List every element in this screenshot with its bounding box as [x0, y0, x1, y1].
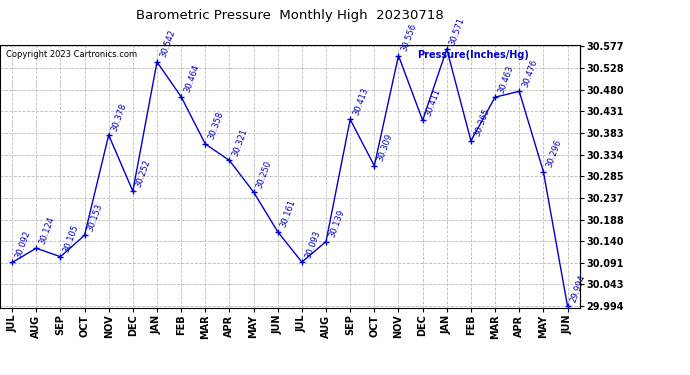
- Text: 30.378: 30.378: [110, 102, 128, 132]
- Text: 30.250: 30.250: [255, 159, 273, 189]
- Text: 29.994: 29.994: [569, 273, 587, 303]
- Text: 30.321: 30.321: [231, 127, 249, 158]
- Text: 30.463: 30.463: [497, 64, 515, 94]
- Text: Copyright 2023 Cartronics.com: Copyright 2023 Cartronics.com: [6, 50, 137, 59]
- Text: 30.476: 30.476: [521, 58, 539, 88]
- Text: 30.411: 30.411: [424, 87, 442, 117]
- Text: 30.556: 30.556: [400, 22, 418, 53]
- Text: 30.571: 30.571: [448, 16, 466, 46]
- Text: 30.296: 30.296: [545, 138, 563, 169]
- Text: Pressure(Inches/Hg): Pressure(Inches/Hg): [417, 50, 529, 60]
- Text: 30.252: 30.252: [135, 158, 152, 188]
- Text: 30.139: 30.139: [328, 209, 346, 239]
- Text: 30.358: 30.358: [207, 111, 225, 141]
- Text: 30.124: 30.124: [38, 215, 56, 246]
- Text: 30.365: 30.365: [473, 108, 491, 138]
- Text: 30.161: 30.161: [279, 198, 297, 229]
- Text: 30.309: 30.309: [376, 132, 394, 163]
- Text: 30.093: 30.093: [304, 229, 322, 259]
- Text: 30.105: 30.105: [62, 224, 80, 254]
- Text: 30.153: 30.153: [86, 202, 104, 232]
- Text: 30.542: 30.542: [159, 29, 177, 59]
- Text: Barometric Pressure  Monthly High  20230718: Barometric Pressure Monthly High 2023071…: [136, 9, 444, 22]
- Text: 30.413: 30.413: [352, 86, 370, 117]
- Text: 30.092: 30.092: [14, 230, 32, 260]
- Text: 30.464: 30.464: [183, 63, 201, 94]
